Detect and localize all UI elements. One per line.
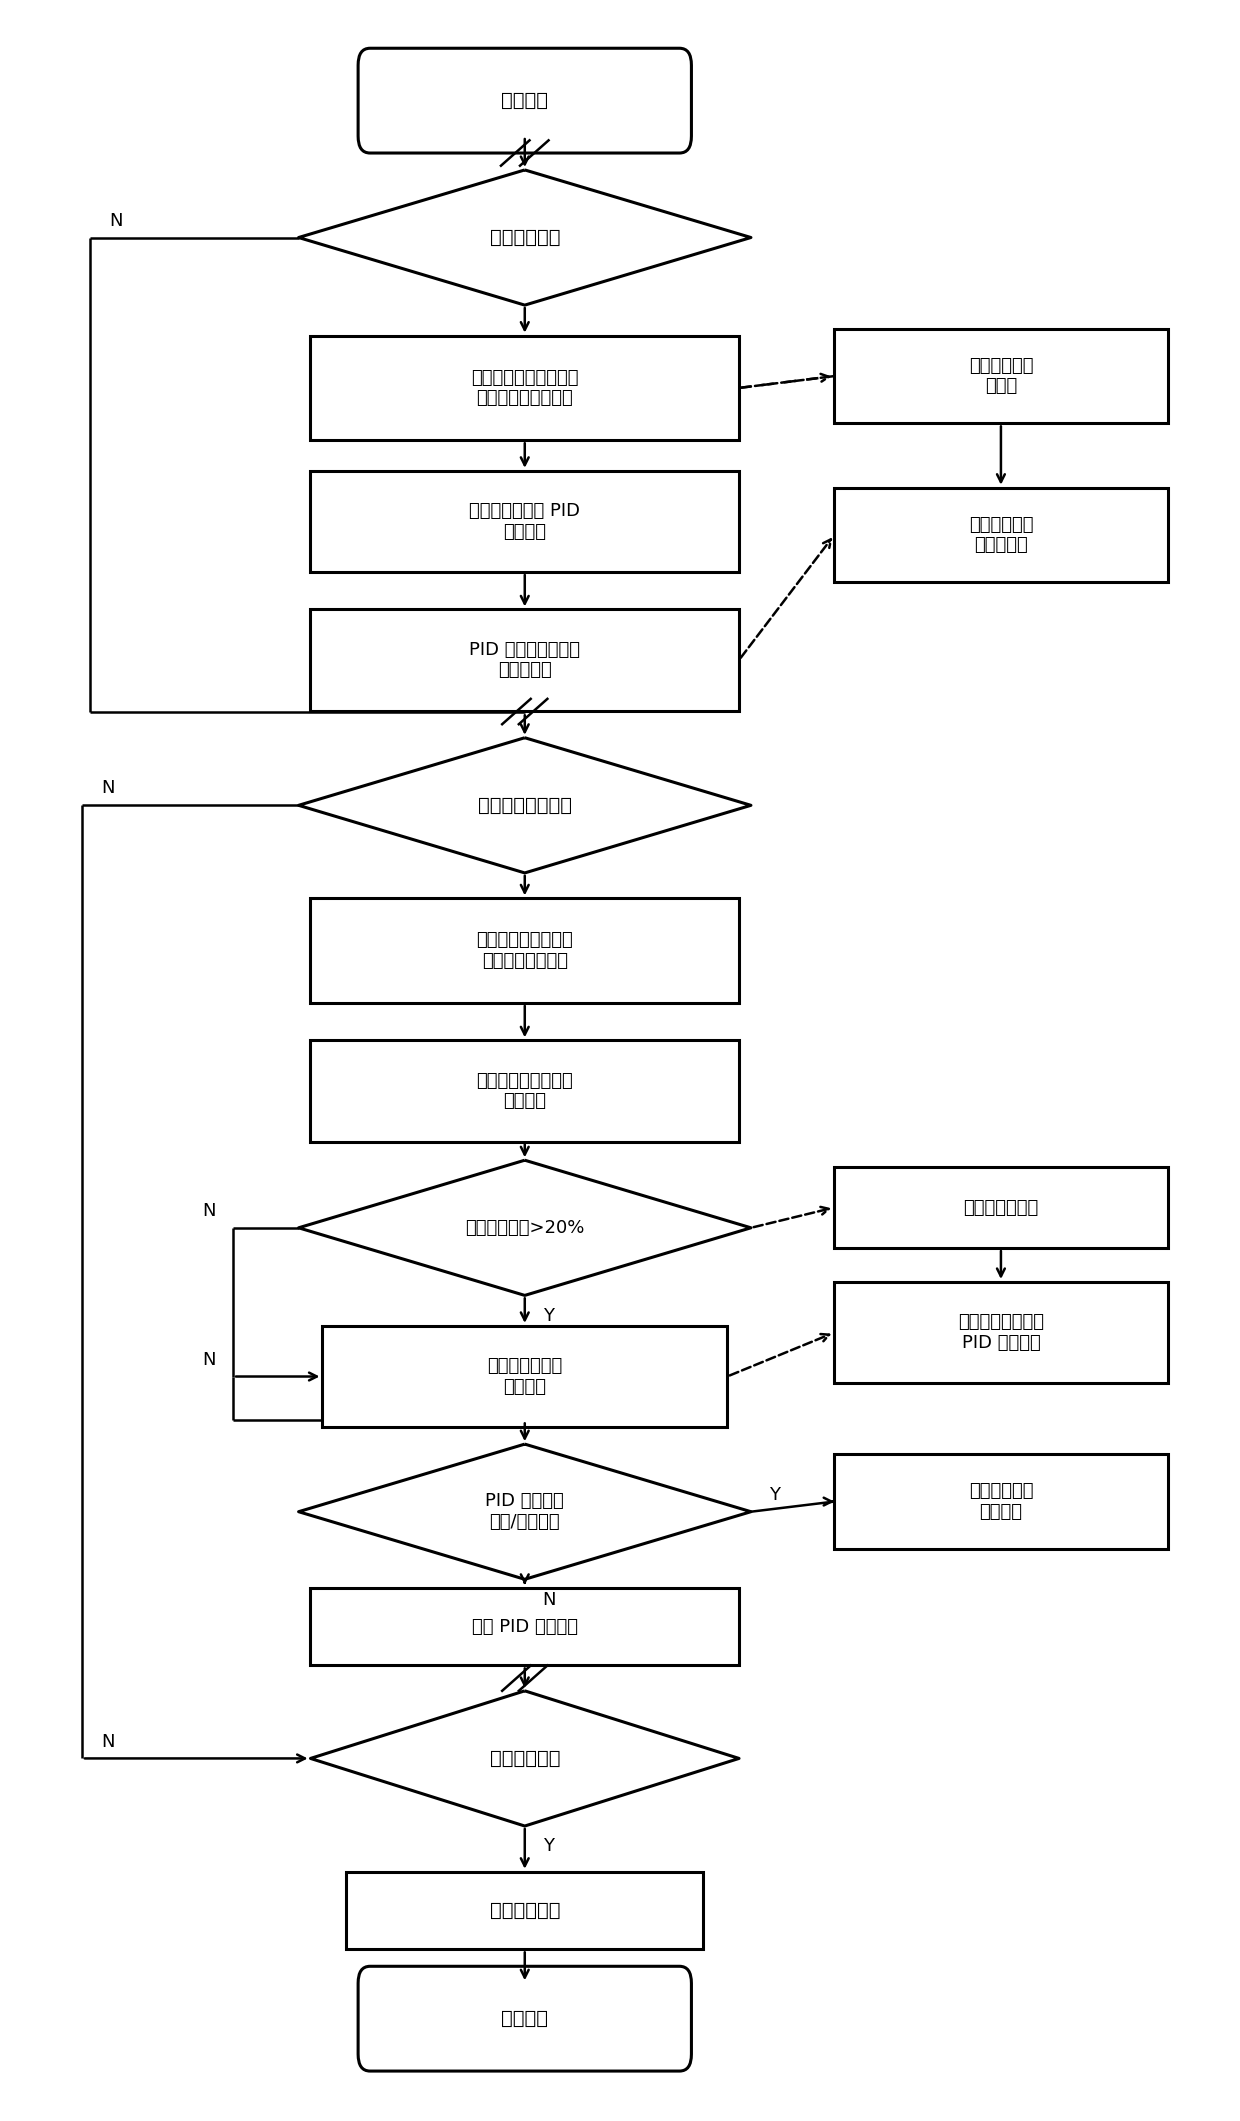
Text: N: N	[202, 1351, 216, 1368]
Bar	[835, 488, 1168, 583]
Bar	[310, 899, 739, 1003]
Text: 常规 PID 回路控制: 常规 PID 回路控制	[471, 1618, 578, 1635]
Text: 子程序输出调
节阀门开度: 子程序输出调 节阀门开度	[968, 515, 1033, 554]
Text: 回路输出接入常规
PID 控制回路: 回路输出接入常规 PID 控制回路	[959, 1313, 1044, 1351]
Text: N: N	[109, 212, 123, 229]
Text: 预设压力是否>20%: 预设压力是否>20%	[465, 1220, 584, 1237]
Text: PID 回路是否
自动/手动切换: PID 回路是否 自动/手动切换	[485, 1493, 564, 1531]
Text: N: N	[102, 1733, 115, 1750]
Bar	[835, 329, 1168, 424]
Text: N: N	[543, 1591, 556, 1608]
Bar	[310, 1039, 739, 1141]
Bar	[835, 1455, 1168, 1548]
Bar	[346, 1871, 703, 1949]
Text: 有效工作车速为０，预
设压力值为暖管压力: 有效工作车速为０，预 设压力值为暖管压力	[471, 369, 579, 407]
Text: 程序开始: 程序开始	[501, 91, 548, 110]
Text: 程序结束: 程序结束	[501, 2009, 548, 2028]
Text: 预设压力值接入 PID
联锁回路: 预设压力值接入 PID 联锁回路	[469, 503, 580, 541]
Text: 检索当前工作参数，
查找对应热风温度: 检索当前工作参数， 查找对应热风温度	[476, 931, 573, 969]
Bar	[310, 471, 739, 573]
Bar	[310, 335, 739, 441]
Text: Y: Y	[769, 1487, 780, 1504]
FancyBboxPatch shape	[358, 1966, 692, 2070]
Bar	[835, 1167, 1168, 1247]
Text: N: N	[202, 1203, 216, 1220]
Text: 是否预热状态: 是否预热状态	[490, 229, 560, 246]
Text: 斜率控制子程序: 斜率控制子程序	[963, 1198, 1039, 1217]
Text: 是否正常生产状态: 是否正常生产状态	[477, 795, 572, 814]
Text: N: N	[102, 778, 115, 797]
Text: 关闭蒸汽阀门: 关闭蒸汽阀门	[490, 1900, 560, 1920]
Text: 计算、预设对应的蒸
汽压力值: 计算、预设对应的蒸 汽压力值	[476, 1071, 573, 1109]
Bar	[322, 1326, 727, 1427]
Text: 蒸汽阀门开度
自动跟踪: 蒸汽阀门开度 自动跟踪	[968, 1483, 1033, 1521]
Bar	[310, 609, 739, 711]
Text: Y: Y	[543, 1837, 553, 1856]
FancyBboxPatch shape	[358, 49, 692, 153]
Bar	[835, 1281, 1168, 1383]
Text: 压力预设值进行
斜率控制: 压力预设值进行 斜率控制	[487, 1357, 563, 1396]
Text: 是否生产结束: 是否生产结束	[490, 1750, 560, 1769]
Text: 上升斜率控制
子程序: 上升斜率控制 子程序	[968, 356, 1033, 395]
Bar	[310, 1589, 739, 1665]
Text: Y: Y	[543, 1307, 553, 1326]
Text: PID 回路输出进行上
升斜率控制: PID 回路输出进行上 升斜率控制	[469, 641, 580, 679]
